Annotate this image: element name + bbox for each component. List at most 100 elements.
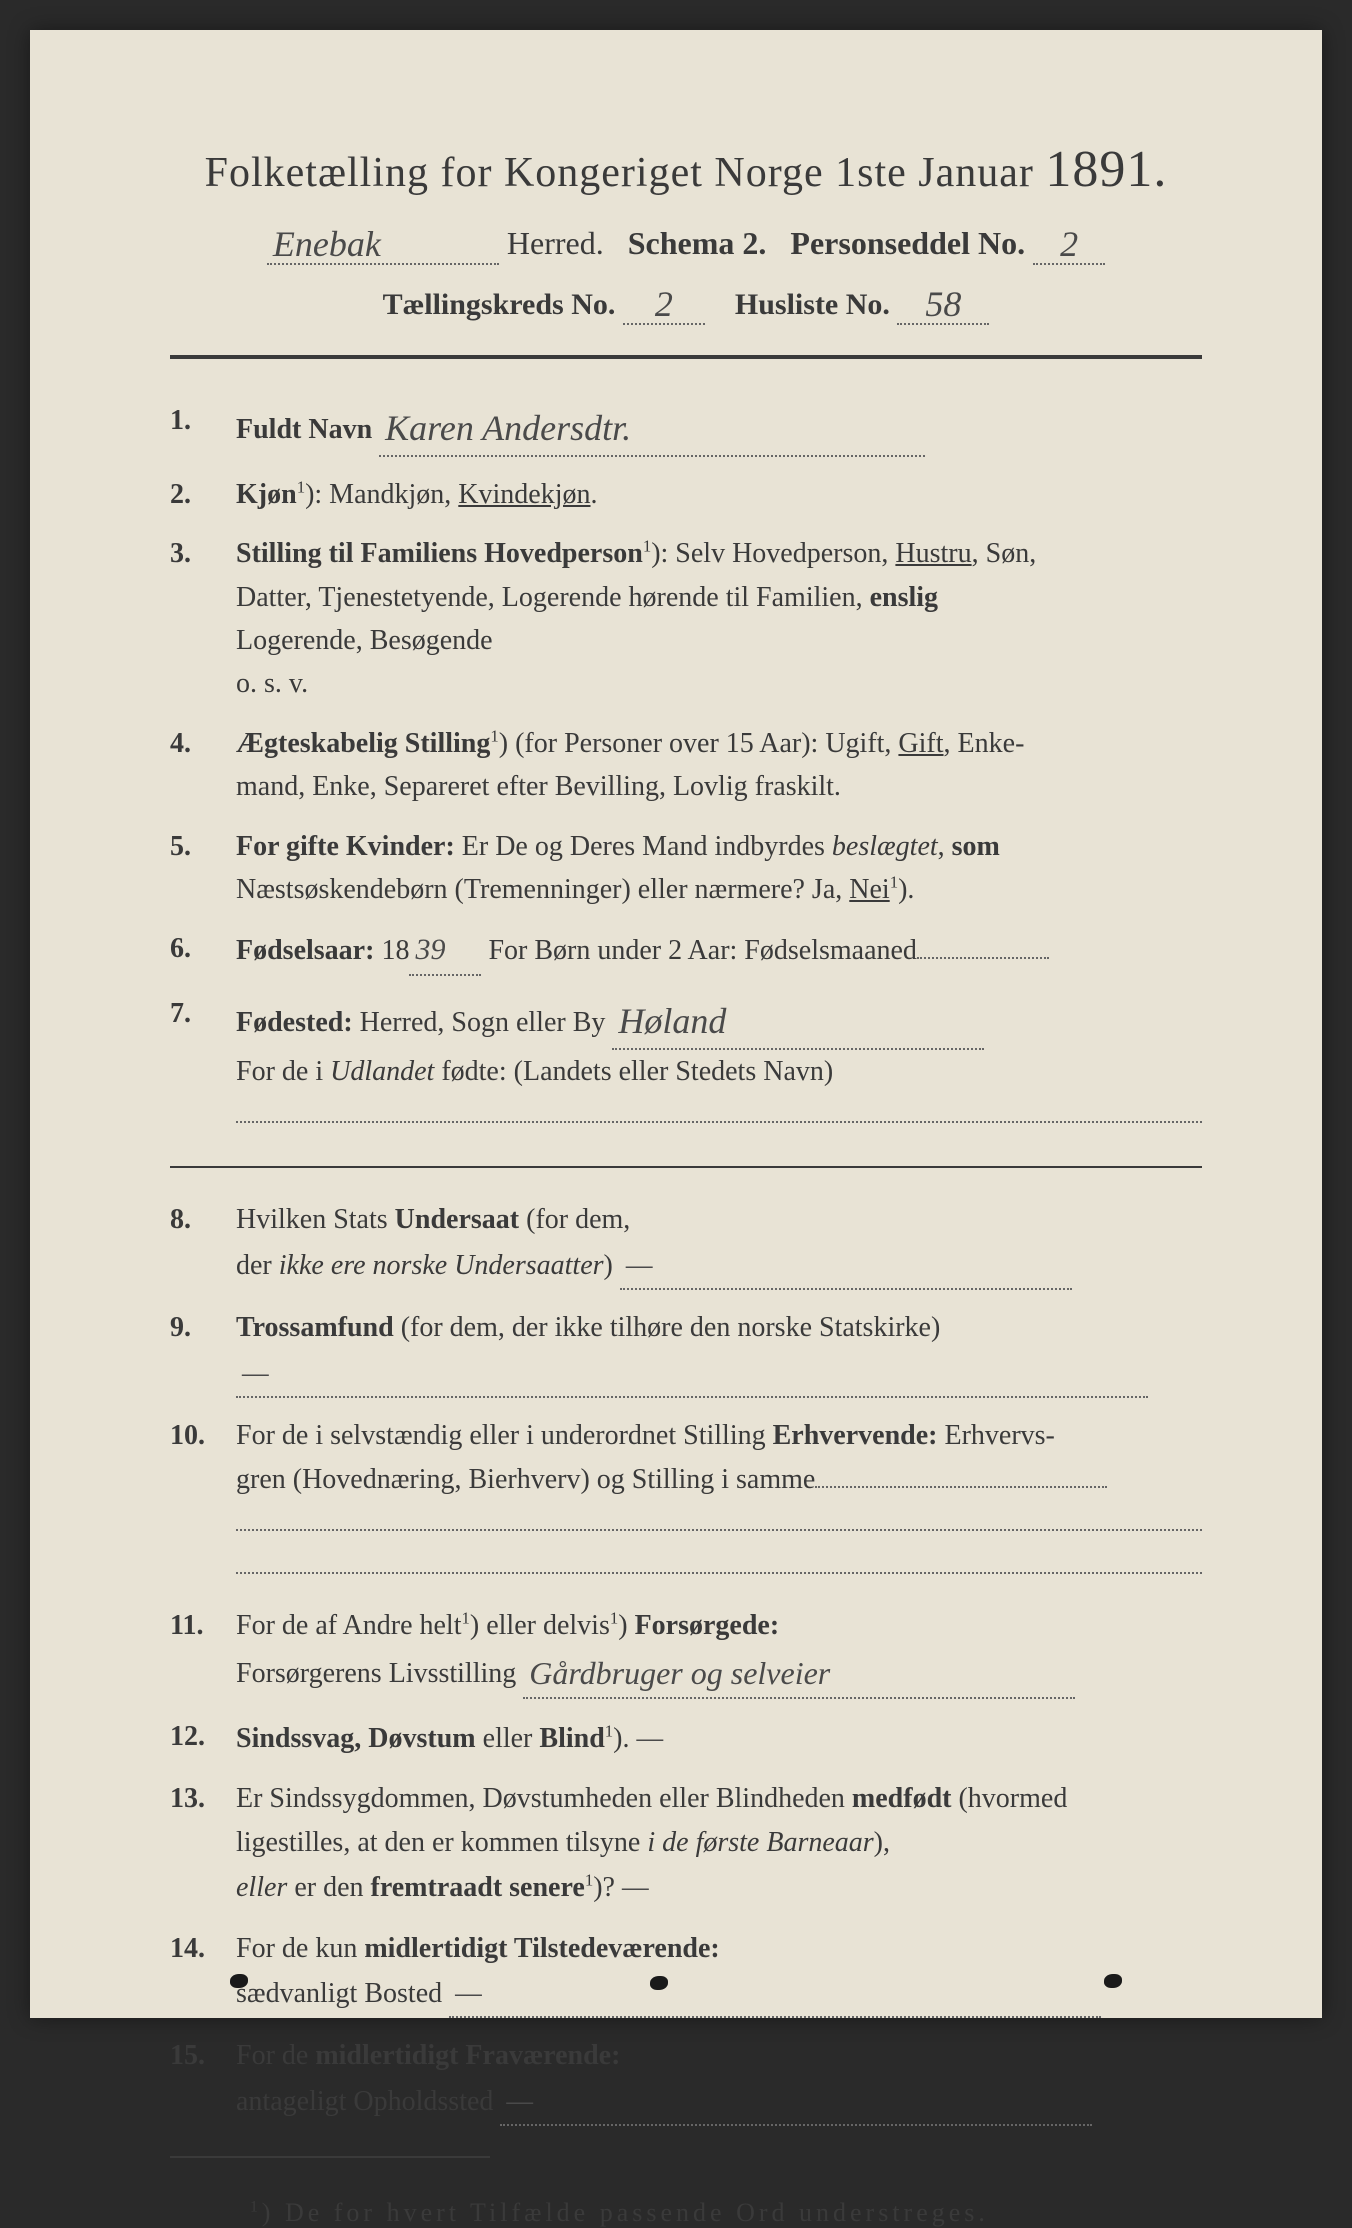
- kreds-no: 2: [655, 284, 673, 324]
- header-line-3: Tællingskreds No. 2 Husliste No. 58: [170, 281, 1202, 325]
- item-11-line2-label: Forsørgerens Livsstilling: [236, 1658, 516, 1689]
- item-13-italic: i de første Barneaar: [647, 1827, 873, 1858]
- item-6-text-a: For Børn under 2 Aar: Fødselsmaaned: [481, 935, 917, 966]
- item-6-month-field: [917, 957, 1049, 959]
- item-8-num: 8.: [170, 1198, 236, 1290]
- item-8-field: —: [620, 1242, 1072, 1291]
- item-3-body: Stilling til Familiens Hovedperson1): Se…: [236, 532, 1202, 706]
- item-11: 11. For de af Andre helt1) eller delvis1…: [170, 1604, 1202, 1699]
- item-11-sup-b: 1: [610, 1608, 618, 1627]
- item-9-num: 9.: [170, 1306, 236, 1398]
- item-13-line2a: ligestilles, at den er kommen tilsyne: [236, 1827, 647, 1858]
- item-1-value: Karen Andersdtr.: [385, 408, 631, 448]
- header-line-2: Enebak Herred. Schema 2. Personseddel No…: [170, 221, 1202, 265]
- personseddel-field: 2: [1033, 221, 1105, 265]
- footnote-text: ) De for hvert Tilfælde passende Ord und…: [262, 2198, 989, 2227]
- item-3-line2: Datter, Tjenestetyende, Logerende hørend…: [236, 582, 870, 613]
- divider-mid-1: [170, 1166, 1202, 1168]
- item-3-num: 3.: [170, 532, 236, 706]
- item-5: 5. For gifte Kvinder: Er De og Deres Man…: [170, 825, 1202, 912]
- item-1-num: 1.: [170, 399, 236, 457]
- item-14-field: —: [449, 1970, 1101, 2019]
- item-4-line2: mand, Enke, Separeret efter Bevilling, L…: [236, 771, 841, 802]
- item-13-line3c: )?: [593, 1872, 622, 1903]
- footnote: 1) De for hvert Tilfælde passende Ord un…: [170, 2198, 1202, 2228]
- title-year: 1891.: [1045, 141, 1167, 198]
- item-8: 8. Hvilken Stats Undersaat (for dem, der…: [170, 1198, 1202, 1290]
- item-4-text-b: , Enke-: [944, 728, 1025, 759]
- item-9-text-a: (for dem, der ikke tilhøre den norske St…: [394, 1312, 941, 1343]
- herred-field: Enebak: [267, 221, 499, 265]
- item-14-line2: sædvanligt Bosted: [236, 1978, 442, 2009]
- item-4-sup: 1: [490, 726, 498, 745]
- personseddel-label: Personseddel No.: [790, 225, 1025, 261]
- item-6-year: 39: [415, 933, 445, 966]
- item-5-sup: 1: [890, 873, 898, 892]
- item-14-num: 14.: [170, 1927, 236, 2019]
- item-14-body: For de kun midlertidigt Tilstedeværende:…: [236, 1927, 1202, 2019]
- item-12-label: Sindssvag, Døvstum: [236, 1723, 483, 1754]
- paper-speck-3: [1104, 1974, 1122, 1988]
- title-text: Folketælling for Kongeriget Norge 1ste J…: [205, 150, 1046, 196]
- paper-speck-1: [230, 1974, 248, 1988]
- item-2-num: 2.: [170, 473, 236, 516]
- item-14-mark: —: [455, 1976, 482, 2009]
- item-2-label: Kjøn: [236, 479, 297, 510]
- item-13-line3b: er den: [287, 1872, 370, 1903]
- item-13-text-b: (hvormed: [951, 1783, 1067, 1814]
- item-3-label: Stilling til Familiens Hovedperson: [236, 538, 643, 569]
- item-6: 6. Fødselsaar: 1839 For Børn under 2 Aar…: [170, 927, 1202, 976]
- item-15-field: —: [500, 2078, 1092, 2127]
- item-15-line2: antageligt Opholdssted: [236, 2086, 493, 2117]
- item-10-bold: Erhvervende:: [773, 1420, 938, 1451]
- item-8-text-b: (for dem,: [519, 1204, 630, 1235]
- main-title: Folketælling for Kongeriget Norge 1ste J…: [170, 140, 1202, 199]
- item-7-line2a: For de i: [236, 1056, 330, 1087]
- item-4-underlined: Gift: [898, 728, 943, 759]
- item-11-body: For de af Andre helt1) eller delvis1) Fo…: [236, 1604, 1202, 1699]
- item-15: 15. For de midlertidigt Fraværende: anta…: [170, 2034, 1202, 2126]
- item-3-underlined: Hustru: [895, 538, 971, 569]
- item-3-line4: o. s. v.: [236, 668, 308, 699]
- item-2-underlined: Kvindekjøn: [458, 479, 590, 510]
- item-8-italic: ikke ere norske Undersaatter: [279, 1250, 604, 1281]
- item-9: 9. Trossamfund (for dem, der ikke tilhør…: [170, 1306, 1202, 1398]
- item-1: 1. Fuldt Navn Karen Andersdtr.: [170, 399, 1202, 457]
- item-8-bold: Undersaat: [395, 1204, 519, 1235]
- item-3-text-a: ): Selv Hovedperson,: [651, 538, 895, 569]
- item-11-num: 11.: [170, 1604, 236, 1699]
- item-4-num: 4.: [170, 722, 236, 809]
- item-10-text-b: Erhvervs-: [937, 1420, 1054, 1451]
- item-5-line2a: Næstsøskendebørn (Tremenninger) eller næ…: [236, 874, 849, 905]
- item-4-body: Ægteskabelig Stilling1) (for Personer ov…: [236, 722, 1202, 809]
- item-15-bold: midlertidigt Fraværende:: [315, 2040, 620, 2071]
- item-15-text-a: For de: [236, 2040, 315, 2071]
- item-2: 2. Kjøn1): Mandkjøn, Kvindekjøn.: [170, 473, 1202, 516]
- item-6-body: Fødselsaar: 1839 For Børn under 2 Aar: F…: [236, 927, 1202, 976]
- item-2-text-b: .: [591, 479, 598, 510]
- item-7-blank-line: [236, 1093, 1202, 1123]
- item-4-label: Ægteskabelig Stilling: [236, 728, 490, 759]
- item-15-num: 15.: [170, 2034, 236, 2126]
- item-9-mark: —: [242, 1356, 269, 1389]
- paper-speck-2: [650, 1976, 668, 1990]
- item-5-text-a: Er De og Deres Mand indbyrdes: [455, 831, 832, 862]
- item-1-label: Fuldt Navn: [236, 414, 372, 445]
- item-14-bold: midlertidigt Tilstedeværende:: [364, 1933, 719, 1964]
- item-4-text-a: ) (for Personer over 15 Aar): Ugift,: [499, 728, 899, 759]
- divider-footnote: [170, 2156, 490, 2158]
- item-11-bold: Forsørgede:: [635, 1610, 780, 1641]
- husliste-field: 58: [897, 281, 989, 325]
- item-7: 7. Fødested: Herred, Sogn eller By Hølan…: [170, 992, 1202, 1137]
- item-11-text-b: ) eller delvis: [470, 1610, 610, 1641]
- item-10-body: For de i selvstændig eller i underordnet…: [236, 1414, 1202, 1588]
- item-5-label: For gifte Kvinder:: [236, 831, 455, 862]
- item-5-num: 5.: [170, 825, 236, 912]
- item-10: 10. For de i selvstændig eller i underor…: [170, 1414, 1202, 1588]
- item-6-year-field: 39: [409, 927, 481, 976]
- item-14: 14. For de kun midlertidigt Tilstedevære…: [170, 1927, 1202, 2019]
- census-form-page: Folketælling for Kongeriget Norge 1ste J…: [30, 30, 1322, 2018]
- item-8-line2b: ): [604, 1250, 613, 1281]
- item-6-prefix: 18: [374, 935, 409, 966]
- item-13: 13. Er Sindssygdommen, Døvstumheden elle…: [170, 1777, 1202, 1910]
